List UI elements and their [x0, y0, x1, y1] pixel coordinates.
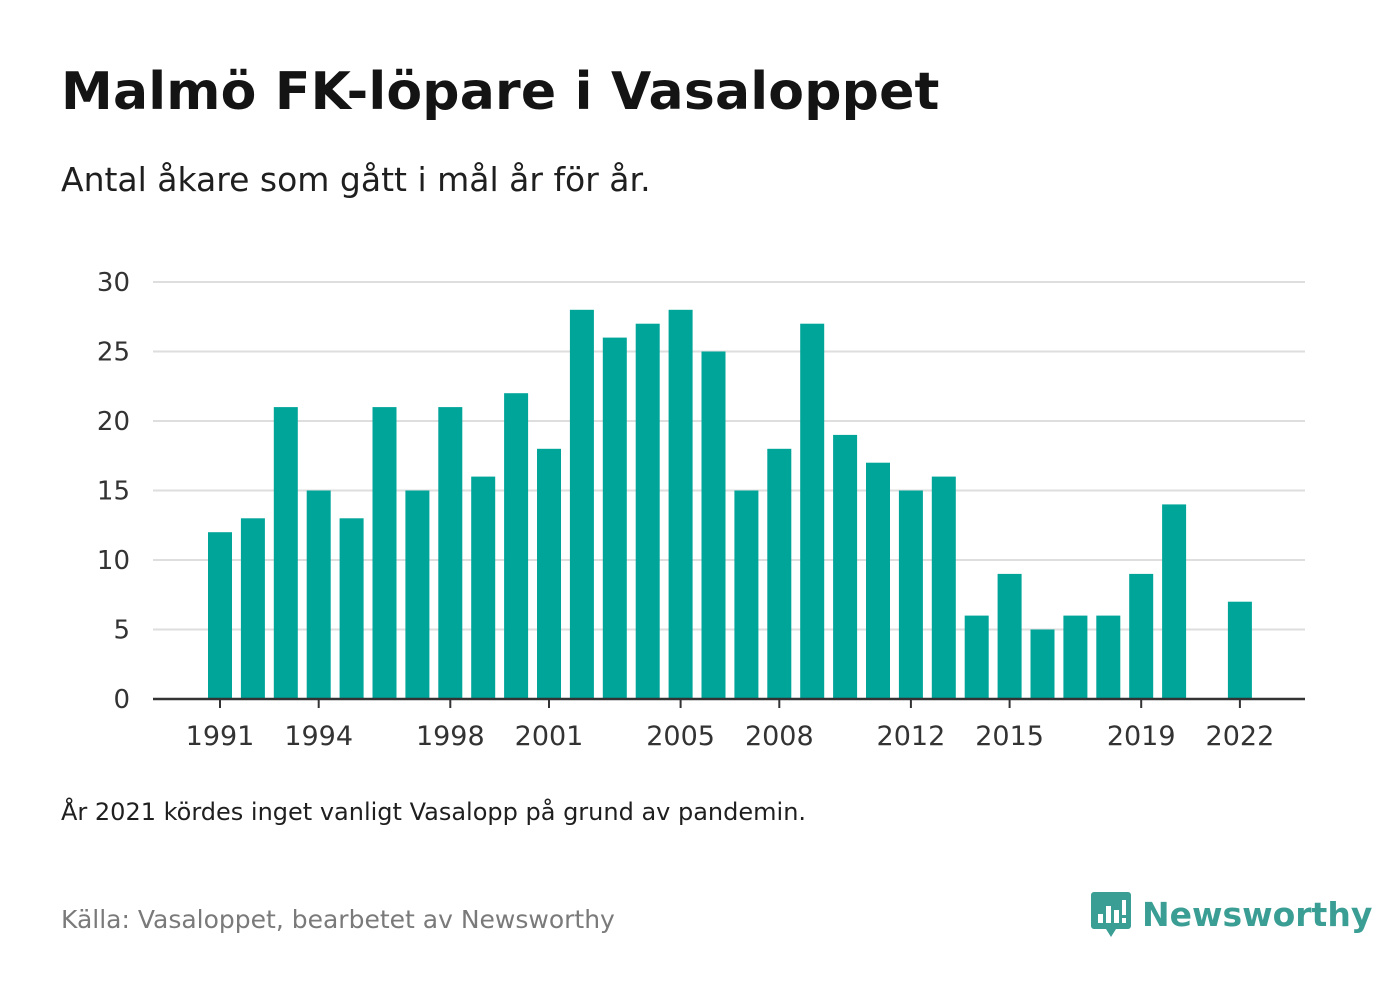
bar-2011 — [866, 462, 890, 699]
bar-2005 — [668, 309, 693, 699]
x-tick-label: 2022 — [1206, 721, 1275, 752]
bar-2013 — [931, 476, 956, 699]
y-tick-label: 10 — [97, 546, 130, 576]
y-tick-label: 0 — [113, 685, 130, 715]
x-tick-label: 2019 — [1107, 721, 1176, 752]
x-tick-label: 2001 — [515, 721, 584, 752]
x-tick-label: 2015 — [975, 721, 1044, 752]
bar-2006 — [701, 351, 726, 699]
bar-2017 — [1063, 615, 1088, 699]
bar-1994 — [306, 490, 331, 699]
bar-2002 — [569, 309, 594, 699]
bar-chart: 0 5 10 15 20 25 30 1991 1994 1998 2001 2005 2008 2012… — [97, 268, 1305, 752]
y-tick-label: 15 — [97, 477, 130, 507]
bar-2000 — [504, 393, 529, 699]
bar-2001 — [537, 448, 561, 699]
x-tick-label: 2012 — [877, 721, 946, 752]
axes — [153, 697, 1305, 708]
tick-labels: 0 5 10 15 20 25 30 1991 1994 1998 2001 2005 2008 2012… — [97, 268, 1274, 752]
bar-2010 — [833, 434, 858, 699]
bar-1996 — [372, 407, 397, 699]
brand-name: Newsworthy — [1142, 894, 1373, 934]
bar-2020 — [1162, 504, 1187, 699]
bar-2008 — [767, 448, 792, 699]
bar-1999 — [471, 476, 496, 699]
bar-2012 — [898, 490, 923, 699]
bar-2019 — [1129, 573, 1154, 699]
y-tick-label: 25 — [97, 338, 130, 368]
bar-1991 — [208, 532, 232, 699]
bar-2014 — [964, 615, 989, 699]
newsworthy-logo-icon — [1091, 892, 1131, 937]
brand-logo: Newsworthy — [1090, 890, 1372, 938]
footnote: År 2021 kördes inget vanligt Vasalopp på… — [61, 798, 807, 826]
y-tick-label: 30 — [97, 268, 130, 298]
bar-2015 — [997, 573, 1022, 699]
bar-1998 — [438, 407, 463, 699]
bar-2016 — [1030, 629, 1055, 699]
bar-2003 — [602, 337, 627, 699]
y-tick-label: 5 — [113, 616, 130, 646]
bar-2018 — [1096, 615, 1121, 699]
bar-1997 — [405, 490, 430, 699]
bar-2022 — [1227, 601, 1252, 699]
x-tick-label: 1998 — [416, 721, 485, 752]
bar-1993 — [273, 407, 298, 699]
y-tick-label: 20 — [97, 407, 130, 437]
x-tick-label: 2005 — [646, 721, 715, 752]
bar-2007 — [734, 490, 759, 699]
chart-subtitle: Antal åkare som gått i mål år för år. — [61, 160, 651, 199]
chart-title: Malmö FK-löpare i Vasaloppet — [61, 62, 940, 122]
x-tick-label: 2008 — [745, 721, 814, 752]
bar-1992 — [240, 518, 265, 699]
bar-2009 — [800, 323, 825, 699]
source-credit: Källa: Vasaloppet, bearbetet av Newswort… — [61, 905, 615, 934]
x-tick-label: 1994 — [284, 721, 353, 752]
bars — [208, 309, 1252, 699]
bar-1995 — [339, 518, 364, 699]
bar-2004 — [635, 323, 660, 699]
x-tick-label: 1991 — [186, 721, 255, 752]
